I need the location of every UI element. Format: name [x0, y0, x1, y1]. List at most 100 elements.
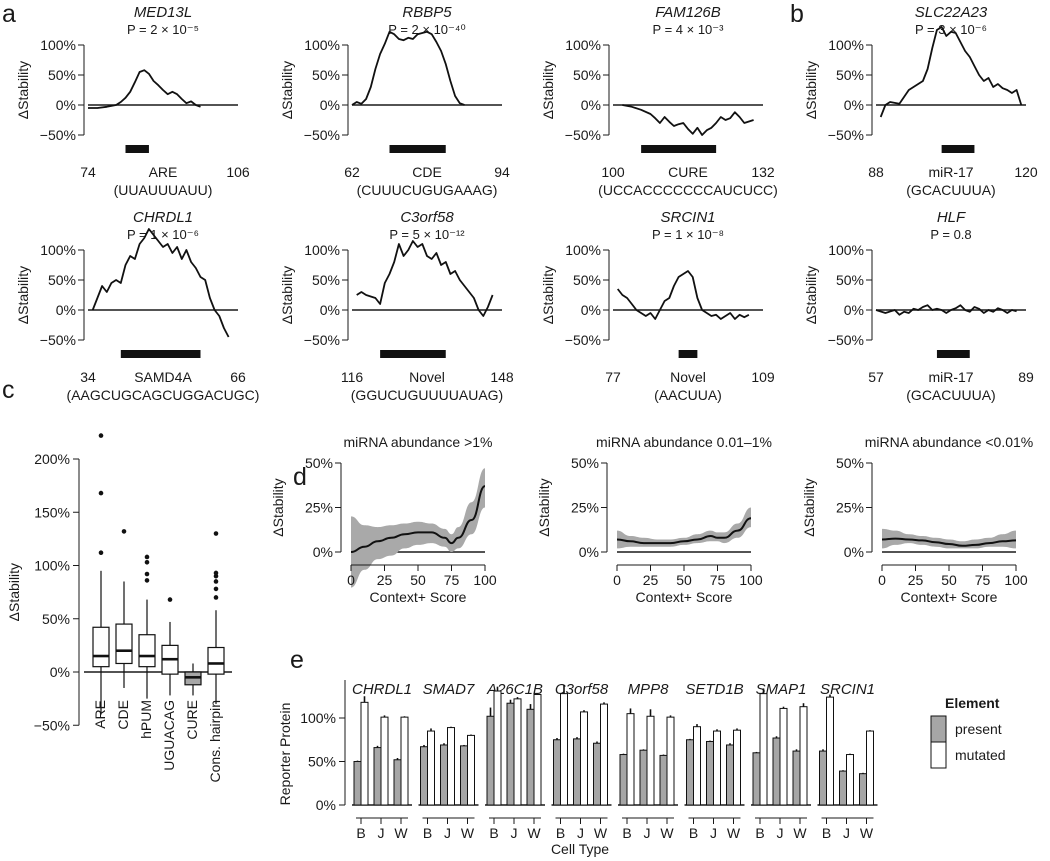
cell-type-label: B [489, 825, 498, 841]
element-bar [678, 350, 698, 358]
gene-title: FAM126B [655, 4, 721, 21]
sequence-label: (UUAUUUAUU) [114, 182, 213, 198]
x-start-label: 57 [868, 369, 884, 385]
outlier-point [144, 554, 150, 560]
bar-mutated [693, 726, 701, 806]
y-tick-label: 50% [573, 272, 601, 288]
bar-mutated [826, 696, 834, 806]
cell-type-label: W [461, 825, 475, 841]
stability-line [351, 30, 465, 106]
category-label: hPUM [138, 700, 154, 739]
bar-mutated [866, 730, 874, 806]
box [115, 623, 133, 665]
smooth-panel-d-low: miRNA abundance <0.01%50% 25% 0% ΔStability… [801, 434, 1033, 605]
x-tick-label: 50 [676, 572, 692, 588]
bar-present [752, 752, 761, 806]
y-tick-label: −50% [304, 332, 340, 348]
cell-type-label: J [511, 825, 518, 841]
y-axis-label: ΔStability [270, 478, 286, 536]
outlier-point [98, 433, 104, 438]
y-tick-label: −50% [828, 332, 864, 348]
bar-present [506, 702, 515, 806]
element-bar [380, 350, 446, 358]
x-tick-label: 75 [710, 572, 726, 588]
cell-type-label: B [622, 825, 631, 841]
legend-swatch-mutated [930, 741, 947, 769]
bar-present [792, 750, 801, 806]
category-label: UGUACAG [161, 700, 177, 771]
y-tick-label: 0% [56, 302, 76, 318]
bar-mutated [646, 715, 655, 806]
y-tick-label: 100% [34, 558, 70, 574]
stability-line [91, 228, 230, 338]
fit-line [881, 537, 1017, 547]
x-tick-label: 25 [643, 572, 659, 588]
legend-swatch-present [930, 715, 947, 743]
y-tick-label: 50% [48, 272, 76, 288]
bar-mutated [580, 711, 588, 806]
gene-title: MED13L [134, 4, 192, 21]
p-value: P = 3 × 10⁻⁶ [915, 22, 987, 37]
bar-mutated [360, 701, 369, 806]
bar-mutated [666, 716, 675, 806]
bar-present [573, 738, 581, 806]
x-tick-label: 50 [941, 572, 957, 588]
bar-mutated [846, 754, 854, 806]
bar-present [706, 740, 714, 806]
y-tick-label: 50% [571, 455, 599, 471]
x-tick-label: 0 [878, 572, 886, 588]
y-tick-label: 0% [579, 544, 599, 560]
cell-type-label: W [394, 825, 408, 841]
cell-type-label: B [822, 825, 831, 841]
element-label: miR-17 [928, 369, 973, 385]
element-bar [936, 350, 970, 358]
category-label: Cons. hairpin [207, 700, 223, 783]
gene-title: HLF [937, 209, 966, 226]
element-bar [941, 145, 975, 153]
gene-title: C3orf58 [400, 209, 454, 226]
y-axis-label: ΔStability [540, 266, 556, 324]
panel-label-a: a [2, 0, 16, 28]
bar-present [619, 754, 628, 806]
cell-type-label: J [710, 825, 717, 841]
cell-type-label: B [356, 825, 365, 841]
sequence-label: (AAGCUGCAGCUGGACUGC) [67, 387, 260, 403]
y-axis-label: ΔStability [15, 61, 31, 119]
legend: Element present mutated [930, 695, 1006, 769]
cell-type-label: J [777, 825, 784, 841]
cell-type-label: W [727, 825, 741, 841]
y-tick-label: 0% [581, 97, 601, 113]
x-axis-label: Context+ Score [636, 589, 733, 605]
x-tick-label: 75 [444, 572, 460, 588]
element-label: Novel [670, 369, 706, 385]
outlier-point [213, 595, 219, 600]
gene-group: CHRDL1 B J W [352, 681, 412, 841]
bar-present [393, 759, 402, 806]
element-label: Novel [409, 369, 445, 385]
bar-mutated [400, 716, 409, 806]
y-tick-label: −50% [40, 127, 76, 143]
sequence-label: (GGUCUGUUUUAUAG) [351, 387, 503, 403]
y-tick-label: 100% [40, 242, 76, 258]
bar-present [639, 749, 648, 806]
outlier-point [213, 586, 219, 592]
stability-line [356, 240, 494, 317]
box [138, 634, 156, 668]
bar-present [726, 744, 734, 806]
y-tick-label: 25% [571, 500, 599, 516]
bar-mutated [427, 730, 435, 806]
x-tick-label: 100 [739, 572, 763, 588]
bar-mutated [713, 730, 721, 806]
category-label: CURE [184, 700, 200, 740]
p-value: P = 2 × 10⁻⁴⁰ [388, 22, 465, 37]
cell-type-label: B [689, 825, 698, 841]
gene-name: SMAD7 [423, 681, 475, 698]
y-tick-label: 0% [313, 544, 333, 560]
x-tick-label: 25 [908, 572, 924, 588]
box [207, 646, 225, 675]
